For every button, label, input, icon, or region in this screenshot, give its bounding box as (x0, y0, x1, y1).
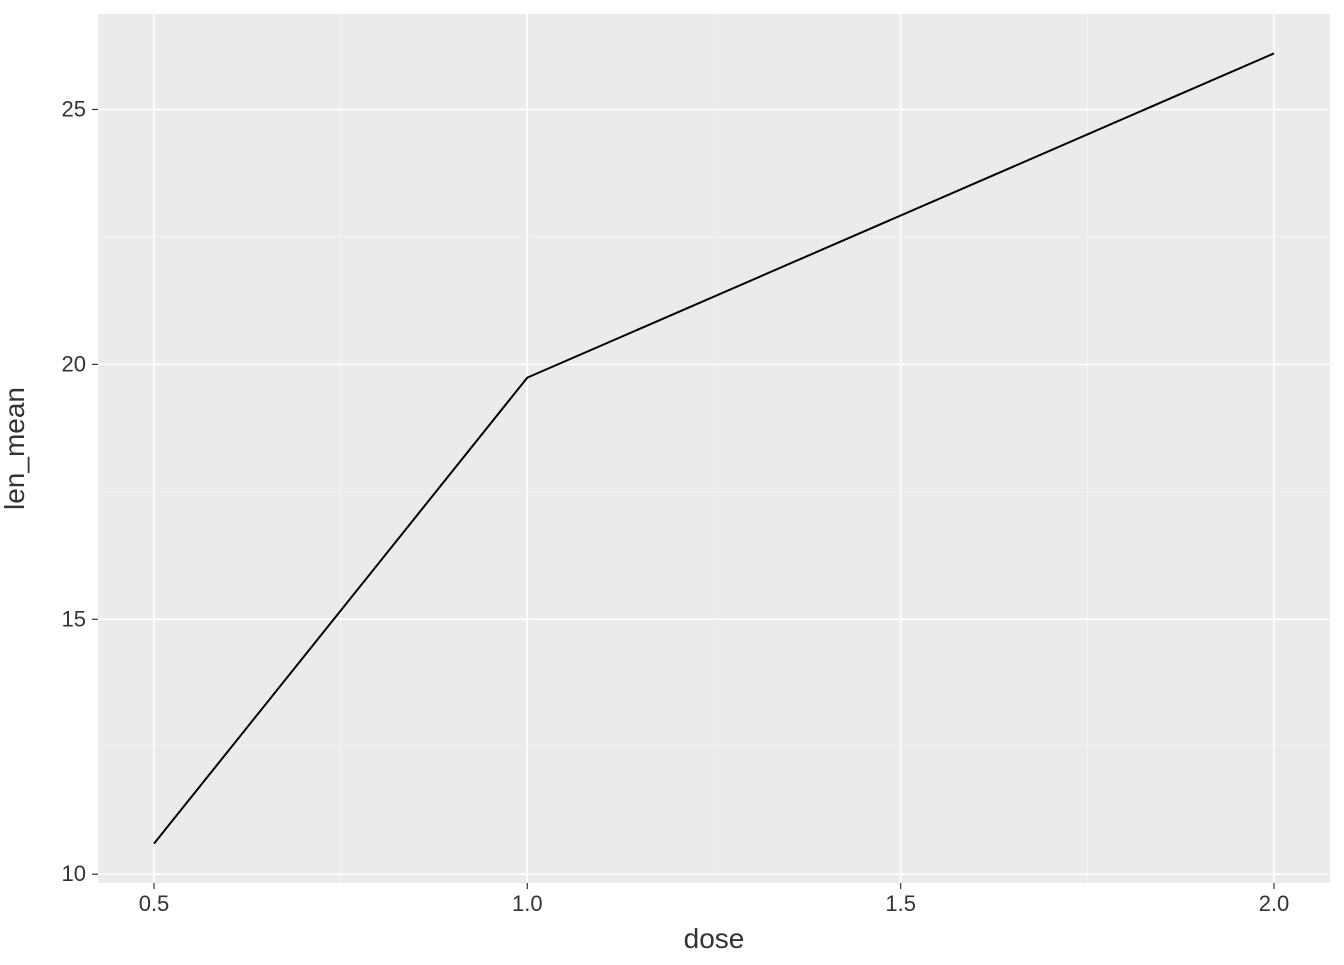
y-tick-label: 20 (62, 351, 86, 376)
y-tick-label: 25 (62, 96, 86, 121)
x-tick-label: 0.5 (139, 891, 170, 916)
y-tick-label: 15 (62, 606, 86, 631)
x-tick-label: 1.5 (885, 891, 916, 916)
line-chart: 0.5 1.0 1.5 2.0 10 15 20 25 dose len_mean (0, 0, 1344, 960)
y-axis-title: len_mean (0, 387, 30, 510)
x-tick-label: 2.0 (1259, 891, 1290, 916)
chart-svg: 0.5 1.0 1.5 2.0 10 15 20 25 dose len_mean (0, 0, 1344, 960)
x-tick-label: 1.0 (512, 891, 543, 916)
x-axis-title: dose (684, 923, 745, 954)
y-tick-label: 10 (62, 861, 86, 886)
